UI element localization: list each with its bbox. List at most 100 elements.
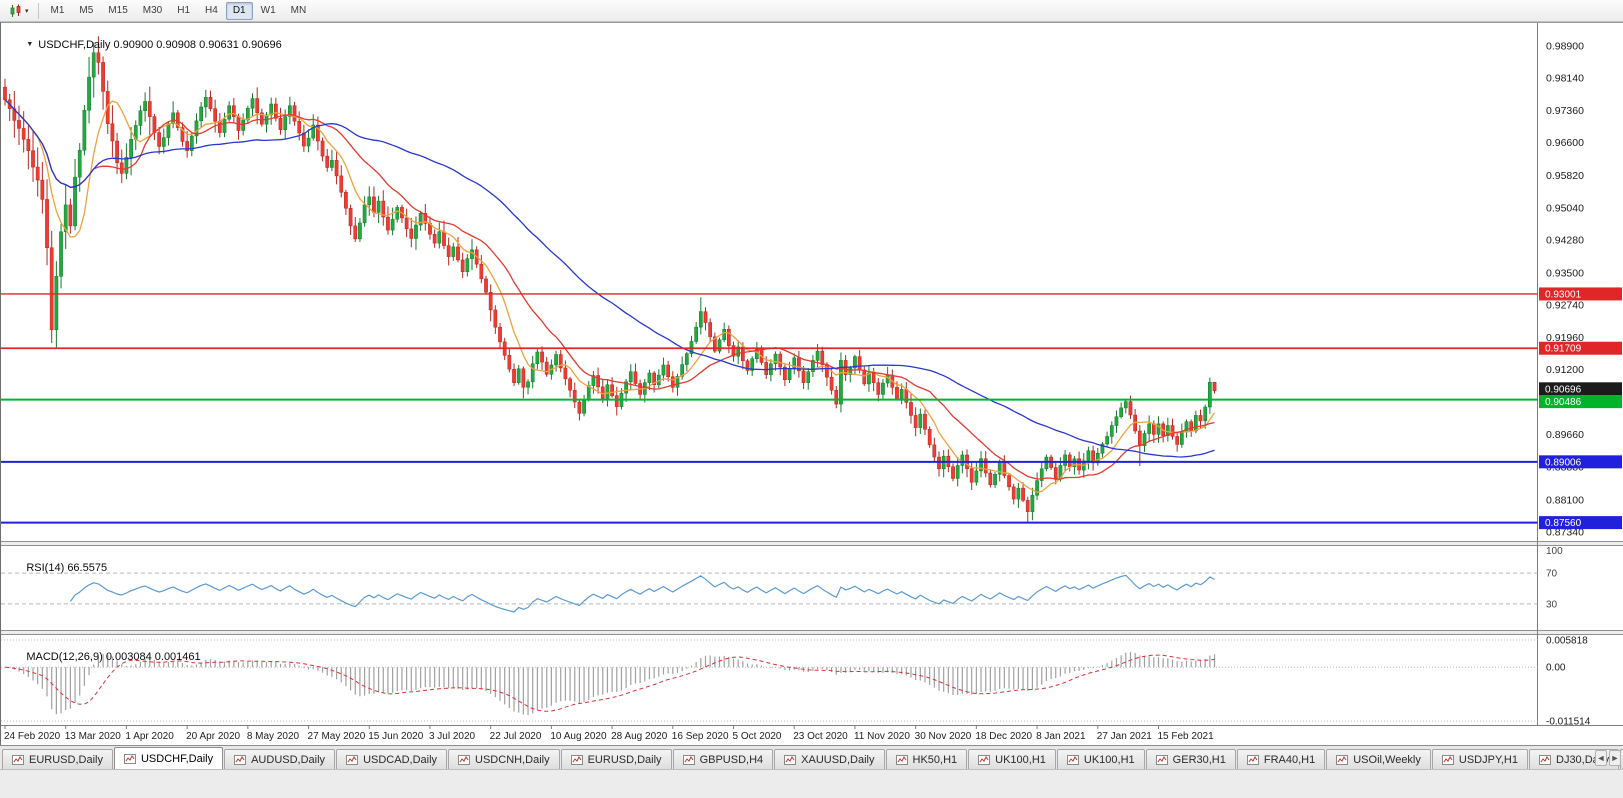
svg-text:0.96600: 0.96600 bbox=[1546, 137, 1584, 149]
chart-tab-3-usdcad-daily[interactable]: USDCAD,Daily bbox=[336, 749, 448, 769]
chart-tab-label: FRA40,H1 bbox=[1263, 753, 1316, 766]
level-price-tag-0.87560: 0.87560 bbox=[1539, 516, 1622, 530]
mini-chart-icon bbox=[978, 754, 991, 765]
chart-tab-2-audusd-daily[interactable]: AUDUSD,Daily bbox=[224, 749, 336, 769]
svg-text:13 Mar 2020: 13 Mar 2020 bbox=[65, 731, 122, 742]
svg-text:0.97360: 0.97360 bbox=[1546, 105, 1584, 117]
svg-text:0.87560: 0.87560 bbox=[1545, 518, 1582, 529]
svg-text:5 Oct 2020: 5 Oct 2020 bbox=[733, 731, 782, 742]
timeframe-w1-button[interactable]: W1 bbox=[260, 4, 276, 16]
mini-chart-icon bbox=[346, 754, 359, 765]
timeframe-d1-button[interactable]: D1 bbox=[225, 1, 253, 20]
chart-tab-11-ger30-h1[interactable]: GER30,H1 bbox=[1145, 749, 1236, 769]
chart-tab-label: XAUUSD,Daily bbox=[801, 753, 875, 766]
timeframe-mn-button[interactable]: MN bbox=[290, 4, 307, 16]
svg-text:10 Aug 2020: 10 Aug 2020 bbox=[550, 731, 607, 742]
timeframe-button-group: M1 M5 M15 M30 H1 H4 D1 W1 MN bbox=[44, 1, 314, 20]
chart-tab-label: AUDUSD,Daily bbox=[251, 753, 326, 766]
mini-chart-icon bbox=[1246, 754, 1259, 765]
svg-text:30 Nov 2020: 30 Nov 2020 bbox=[915, 731, 972, 742]
svg-text:0.98900: 0.98900 bbox=[1546, 41, 1584, 53]
svg-text:0.91200: 0.91200 bbox=[1546, 364, 1584, 376]
svg-text:3 Jul 2020: 3 Jul 2020 bbox=[429, 731, 476, 742]
mini-chart-icon bbox=[458, 754, 471, 765]
candlestick-series bbox=[3, 36, 1217, 523]
status-bar bbox=[0, 769, 1623, 798]
tab-scroll-left-icon[interactable]: ◄ bbox=[1595, 750, 1607, 766]
moving-average-8 bbox=[4, 99, 1216, 493]
svg-text:0.90696: 0.90696 bbox=[1545, 384, 1582, 395]
mini-chart-icon bbox=[123, 753, 136, 764]
svg-text:11 Nov 2020: 11 Nov 2020 bbox=[854, 731, 910, 742]
svg-text:30: 30 bbox=[1546, 599, 1558, 610]
timeframe-m30-button[interactable]: M30 bbox=[142, 4, 163, 16]
candlestick-chart-icon bbox=[8, 4, 24, 18]
svg-text:27 Jan 2021: 27 Jan 2021 bbox=[1097, 731, 1152, 742]
svg-text:0.89006: 0.89006 bbox=[1545, 457, 1582, 468]
chart-tab-label: USDJPY,H1 bbox=[1458, 753, 1518, 766]
mini-chart-icon bbox=[1441, 754, 1454, 765]
chart-tab-6-gbpusd-h4[interactable]: GBPUSD,H4 bbox=[672, 749, 774, 769]
mini-chart-icon bbox=[1155, 754, 1168, 765]
level-price-tag-0.93001: 0.93001 bbox=[1539, 287, 1622, 301]
mini-chart-icon bbox=[570, 754, 583, 765]
svg-text:22 Jul 2020: 22 Jul 2020 bbox=[490, 731, 542, 742]
svg-text:0.95040: 0.95040 bbox=[1546, 203, 1584, 215]
chart-tab-label: UK100,H1 bbox=[995, 753, 1046, 766]
svg-text:8 May 2020: 8 May 2020 bbox=[247, 731, 300, 742]
tab-scroll-buttons: ◄ ► bbox=[1595, 750, 1621, 766]
price-chart[interactable]: 0.98900 0.98140 0.97360 0.96600 0.95820 0.950… bbox=[1, 23, 1623, 746]
timeframe-m1-button[interactable]: M1 bbox=[50, 4, 65, 16]
svg-text:0.88100: 0.88100 bbox=[1546, 494, 1584, 506]
tab-scroll-right-icon[interactable]: ► bbox=[1609, 750, 1621, 766]
mini-chart-icon bbox=[682, 754, 695, 765]
svg-text:0.92740: 0.92740 bbox=[1546, 299, 1584, 311]
panel-separator[interactable] bbox=[1, 541, 1623, 546]
svg-text:18 Dec 2020: 18 Dec 2020 bbox=[975, 731, 1032, 742]
timeframe-m15-button[interactable]: M15 bbox=[108, 4, 128, 16]
macd-axis-labels: 0.005818 0.00 -0.011514 bbox=[1546, 636, 1591, 728]
mini-chart-icon bbox=[1336, 754, 1349, 765]
chart-tab-0-eurusd-daily[interactable]: EURUSD,Daily bbox=[2, 749, 113, 769]
svg-text:0.87340: 0.87340 bbox=[1546, 526, 1584, 538]
chart-area[interactable]: ▼ USDCHF,Daily 0.90900 0.90908 0.90631 0.… bbox=[0, 22, 1623, 745]
svg-text:-0.011514: -0.011514 bbox=[1546, 717, 1591, 728]
chart-tab-10-uk100-h1[interactable]: UK100,H1 bbox=[1056, 749, 1145, 769]
level-price-tag-0.91709: 0.91709 bbox=[1539, 341, 1622, 355]
svg-text:0.94280: 0.94280 bbox=[1546, 235, 1584, 247]
chart-tab-label: UK100,H1 bbox=[1083, 753, 1135, 766]
chart-tab-7-xauusd-daily[interactable]: XAUUSD,Daily bbox=[774, 749, 885, 769]
level-price-tag-0.89006: 0.89006 bbox=[1539, 455, 1622, 469]
panel-separator[interactable] bbox=[1, 630, 1623, 635]
chart-tab-label: USDCNH,Daily bbox=[475, 753, 550, 766]
current-price-tag: 0.90696 bbox=[1539, 382, 1622, 396]
timeframe-m5-button[interactable]: M5 bbox=[79, 4, 94, 16]
svg-text:28 Aug 2020: 28 Aug 2020 bbox=[611, 731, 668, 742]
collapse-panel-icon[interactable]: ▼ bbox=[26, 41, 34, 48]
svg-text:0.93001: 0.93001 bbox=[1545, 289, 1582, 300]
chart-tab-1-usdchf-daily[interactable]: USDCHF,Daily bbox=[113, 747, 224, 769]
chart-tab-label: USDCHF,Daily bbox=[140, 752, 214, 765]
chart-tab-13-usoil-weekly[interactable]: USOil,Weekly bbox=[1326, 749, 1431, 769]
chart-window-menu-button[interactable]: ▾ bbox=[4, 2, 33, 20]
level-price-tag-0.90486: 0.90486 bbox=[1539, 395, 1622, 409]
chart-tab-9-uk100-h1[interactable]: UK100,H1 bbox=[968, 749, 1056, 769]
moving-average-20 bbox=[4, 99, 1215, 480]
chart-tab-8-hk50-h1[interactable]: HK50,H1 bbox=[885, 749, 968, 769]
toolbar-separator bbox=[37, 2, 39, 19]
chevron-down-icon: ▾ bbox=[25, 7, 29, 15]
timeframe-h1-button[interactable]: H1 bbox=[177, 4, 191, 16]
chart-tab-label: USDCAD,Daily bbox=[363, 753, 438, 766]
svg-text:0.95820: 0.95820 bbox=[1546, 170, 1584, 182]
chart-tab-4-usdcnh-daily[interactable]: USDCNH,Daily bbox=[448, 749, 560, 769]
svg-text:15 Jun 2020: 15 Jun 2020 bbox=[368, 731, 423, 742]
mini-chart-icon bbox=[1539, 754, 1551, 765]
svg-text:0.91960: 0.91960 bbox=[1546, 332, 1584, 344]
chart-tab-14-usdjpy-h1[interactable]: USDJPY,H1 bbox=[1431, 749, 1528, 769]
chart-tab-12-fra40-h1[interactable]: FRA40,H1 bbox=[1236, 749, 1326, 769]
svg-text:0.005818: 0.005818 bbox=[1546, 636, 1588, 647]
chart-tab-5-eurusd-daily[interactable]: EURUSD,Daily bbox=[560, 749, 672, 769]
chart-tab-list: EURUSD,Daily USDCHF,Daily AUDUSD,Daily USDC… bbox=[2, 747, 1623, 769]
timeframe-h4-button[interactable]: H4 bbox=[205, 4, 218, 16]
